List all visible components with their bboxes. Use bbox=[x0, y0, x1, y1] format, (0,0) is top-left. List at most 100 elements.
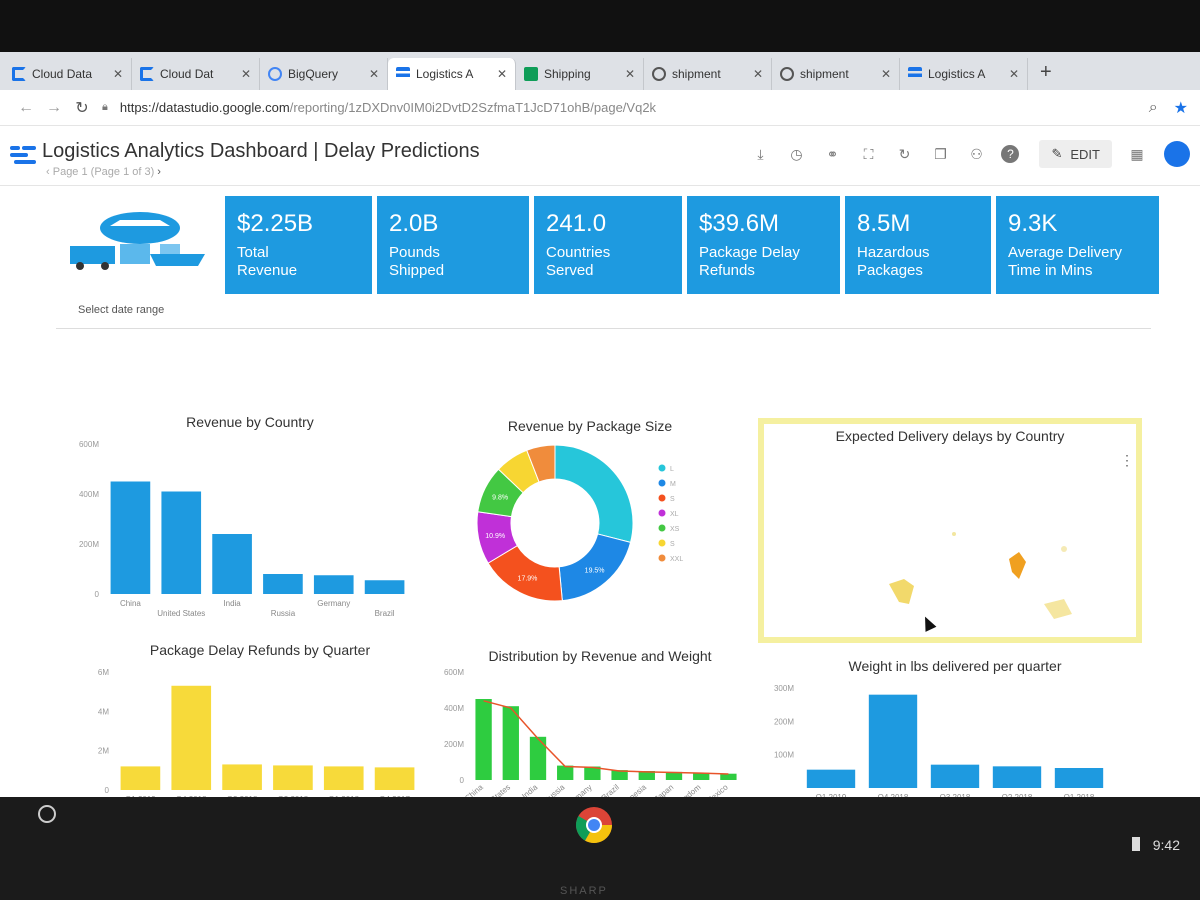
history-icon[interactable]: ◷ bbox=[790, 146, 803, 162]
edit-button[interactable]: ✎ EDIT bbox=[1039, 140, 1112, 168]
kpi-package-delay-refunds[interactable]: $39.6M Package Delay Refunds bbox=[687, 196, 840, 294]
y-tick-label: 0 bbox=[95, 590, 100, 599]
close-icon[interactable]: ✕ bbox=[112, 67, 123, 81]
pie-slice[interactable] bbox=[554, 444, 634, 544]
kpi-average-delivery-time[interactable]: 9.3K Average Delivery Time in Mins bbox=[996, 196, 1159, 294]
bar[interactable] bbox=[475, 699, 492, 780]
reload-icon[interactable]: ↻ bbox=[75, 99, 89, 117]
browser-window: Cloud Data ✕ Cloud Dat ✕ BigQuery ✕ Logisti… bbox=[0, 52, 1200, 797]
bar[interactable] bbox=[806, 769, 856, 788]
avatar[interactable] bbox=[1164, 141, 1190, 167]
link-icon[interactable]: ⚭ bbox=[826, 146, 839, 162]
tab-logistics-active[interactable]: Logistics A ✕ bbox=[388, 58, 516, 90]
x-tick-label: Brazil bbox=[600, 783, 621, 797]
address-bar: ← → ↻ 🔒︎ https://datastudio.google.com/r… bbox=[0, 90, 1200, 126]
close-icon[interactable]: ✕ bbox=[880, 67, 891, 81]
x-tick-label: Mexico bbox=[704, 782, 730, 797]
legend-swatch bbox=[658, 494, 666, 502]
prev-page-icon[interactable]: ‹ bbox=[46, 166, 53, 178]
more-options-icon[interactable]: ⋮ bbox=[1120, 452, 1134, 468]
revenue-by-package-size-chart[interactable]: 19.5% 17.9% 10.9% 9.8% L M S XL XS S XXL bbox=[470, 438, 720, 608]
tab-shipment-2[interactable]: shipment ✕ bbox=[772, 58, 900, 90]
y-tick-label: 600M bbox=[79, 440, 99, 449]
close-icon[interactable]: ✕ bbox=[624, 67, 635, 81]
bar[interactable] bbox=[323, 766, 364, 790]
x-tick-label: China bbox=[120, 599, 141, 608]
help-icon[interactable]: ? bbox=[1001, 145, 1020, 163]
bar[interactable] bbox=[720, 773, 737, 780]
bookmark-star-icon[interactable]: ★ bbox=[1173, 99, 1188, 117]
forward-icon[interactable]: → bbox=[46, 98, 62, 116]
bar[interactable] bbox=[273, 765, 313, 790]
back-icon[interactable]: ← bbox=[18, 98, 34, 116]
bar[interactable] bbox=[529, 736, 547, 780]
apps-grid-icon[interactable]: ▦ bbox=[1130, 146, 1144, 162]
tab-shipping[interactable]: Shipping ✕ bbox=[516, 58, 644, 90]
bar[interactable] bbox=[374, 767, 415, 790]
bar[interactable] bbox=[1054, 768, 1104, 788]
bar[interactable] bbox=[120, 766, 161, 790]
url-field[interactable]: https://datastudio.google.com/reporting/… bbox=[119, 100, 657, 115]
chrome-icon[interactable] bbox=[574, 805, 614, 845]
delay-map-panel[interactable]: Expected Delivery delays by Country ⋮ bbox=[758, 418, 1142, 643]
legend-swatch bbox=[658, 524, 666, 532]
kpi-hazardous-packages[interactable]: 8.5M Hazardous Packages bbox=[845, 196, 991, 294]
kpi-pounds-shipped[interactable]: 2.0B Pounds Shipped bbox=[377, 196, 529, 294]
search-icon[interactable]: ⌕ bbox=[1148, 98, 1158, 116]
x-tick-label: India bbox=[520, 782, 539, 797]
bar[interactable] bbox=[212, 534, 252, 594]
report-header: Logistics Analytics Dashboard | Delay Pr… bbox=[0, 126, 1200, 186]
bar[interactable] bbox=[868, 694, 918, 788]
kpi-countries-served[interactable]: 241.0 Countries Served bbox=[534, 196, 682, 294]
weight-per-quarter-chart[interactable]: 100M 200M 300M Q1 2019 Q4 2018 Q3 2018 Q2 2018… bbox=[760, 678, 1120, 797]
slice-label: 9.8% bbox=[492, 494, 508, 501]
bar[interactable] bbox=[161, 491, 202, 595]
bar[interactable] bbox=[313, 575, 354, 594]
x-tick-label: United States bbox=[157, 609, 205, 618]
x-tick-label: Brazil bbox=[375, 609, 395, 618]
pie-slice[interactable] bbox=[526, 444, 556, 483]
copy-icon[interactable]: ❐ bbox=[934, 146, 947, 162]
revenue-by-country-chart[interactable]: 0 200M 400M 600M China United States India Russ… bbox=[60, 434, 420, 634]
kpi-total-revenue[interactable]: $2.25B Total Revenue bbox=[225, 196, 372, 294]
tab-shipment-1[interactable]: shipment ✕ bbox=[644, 58, 772, 90]
legend-swatch bbox=[658, 509, 666, 517]
bar[interactable] bbox=[638, 771, 655, 780]
bar[interactable] bbox=[584, 766, 601, 781]
bar[interactable] bbox=[992, 766, 1042, 788]
tab-cloud-data-2[interactable]: Cloud Dat ✕ bbox=[132, 58, 260, 90]
next-page-icon[interactable]: › bbox=[154, 166, 161, 178]
close-icon[interactable]: ✕ bbox=[368, 67, 379, 81]
page-navigator[interactable]: ‹ Page 1 (Page 1 of 3) › bbox=[46, 166, 161, 178]
close-icon[interactable]: ✕ bbox=[1008, 67, 1019, 81]
date-range-selector[interactable]: Select date range bbox=[78, 304, 165, 316]
bar[interactable] bbox=[171, 685, 212, 790]
fullscreen-icon[interactable]: ⛶ bbox=[863, 146, 874, 162]
chart-title-expected-delivery-delays: Expected Delivery delays by Country bbox=[835, 428, 1065, 444]
launcher-icon[interactable] bbox=[38, 805, 56, 823]
download-icon[interactable]: ⤓ bbox=[757, 146, 764, 162]
bar[interactable] bbox=[557, 765, 574, 780]
bar[interactable] bbox=[930, 764, 980, 788]
tab-logistics-2[interactable]: Logistics A ✕ bbox=[900, 58, 1028, 90]
bar[interactable] bbox=[110, 481, 151, 595]
close-icon[interactable]: ✕ bbox=[496, 67, 507, 81]
tab-bigquery[interactable]: BigQuery ✕ bbox=[260, 58, 388, 90]
bar[interactable] bbox=[502, 706, 519, 780]
close-icon[interactable]: ✕ bbox=[240, 67, 251, 81]
bar[interactable] bbox=[263, 574, 303, 594]
bar[interactable] bbox=[611, 770, 628, 780]
new-tab-button[interactable]: + bbox=[1040, 61, 1052, 83]
share-icon[interactable]: ⚇ bbox=[970, 146, 983, 162]
bar[interactable] bbox=[665, 771, 683, 780]
bar[interactable] bbox=[693, 772, 710, 780]
package-delay-refunds-chart[interactable]: 0 2M 4M 6M Q1 2019 Q4 2018 Q3 2018 Q2 2018 Q1 20… bbox=[70, 662, 430, 797]
clock[interactable]: 9:42 bbox=[1152, 837, 1180, 853]
bar[interactable] bbox=[222, 764, 262, 790]
tab-cloud-data-1[interactable]: Cloud Data ✕ bbox=[4, 58, 132, 90]
x-tick-label: Q1 2018 bbox=[328, 795, 359, 797]
close-icon[interactable]: ✕ bbox=[752, 67, 763, 81]
bar[interactable] bbox=[364, 580, 405, 594]
refresh-icon[interactable]: ↻ bbox=[898, 146, 911, 162]
